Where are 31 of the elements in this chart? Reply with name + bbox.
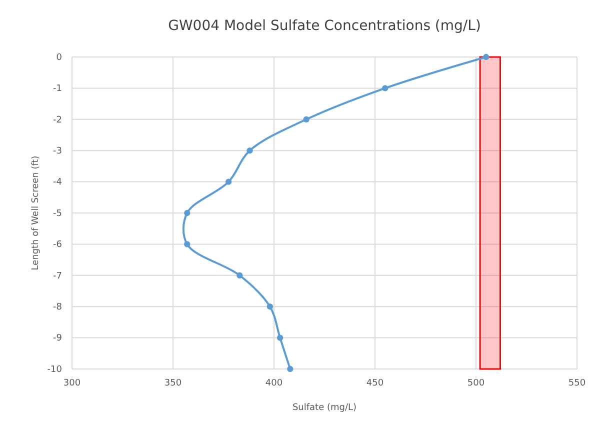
y-tick-label: -7 bbox=[53, 271, 62, 282]
y-tick-label: -1 bbox=[53, 84, 62, 94]
point bbox=[303, 116, 310, 122]
y-tick-label: -4 bbox=[53, 178, 62, 188]
x-tick-label: 450 bbox=[366, 378, 384, 388]
point bbox=[483, 54, 490, 60]
point bbox=[266, 304, 274, 310]
y-tick-label: -3 bbox=[53, 146, 62, 156]
y-tick-label: -6 bbox=[53, 240, 62, 250]
point bbox=[236, 272, 243, 278]
point bbox=[287, 366, 294, 372]
x-tick-label: 550 bbox=[568, 378, 586, 388]
point bbox=[184, 241, 190, 248]
point bbox=[276, 334, 284, 341]
y-tick-label: -2 bbox=[53, 115, 62, 126]
point bbox=[382, 85, 388, 92]
y-tick-label: -8 bbox=[53, 302, 62, 312]
x-tick-label: 300 bbox=[63, 378, 81, 388]
y-axis-title: Length of Well Screen (ft) bbox=[31, 156, 41, 270]
y-tick-label: 0 bbox=[56, 52, 62, 63]
point bbox=[184, 210, 190, 216]
x-tick-label: 500 bbox=[467, 378, 485, 388]
x-tick-label: 350 bbox=[164, 378, 182, 388]
point bbox=[225, 178, 232, 185]
x-tick-label: 400 bbox=[265, 378, 283, 388]
chart-title: GW004 Model Sulfate Concentrations (mg/L) bbox=[168, 18, 481, 34]
y-tick-label: -5 bbox=[53, 208, 62, 219]
x-axis-title: Sulfate (mg/L) bbox=[292, 403, 357, 413]
y-tick-label: -10 bbox=[47, 364, 62, 375]
point bbox=[246, 148, 253, 154]
y-tick-label: -9 bbox=[53, 334, 62, 344]
